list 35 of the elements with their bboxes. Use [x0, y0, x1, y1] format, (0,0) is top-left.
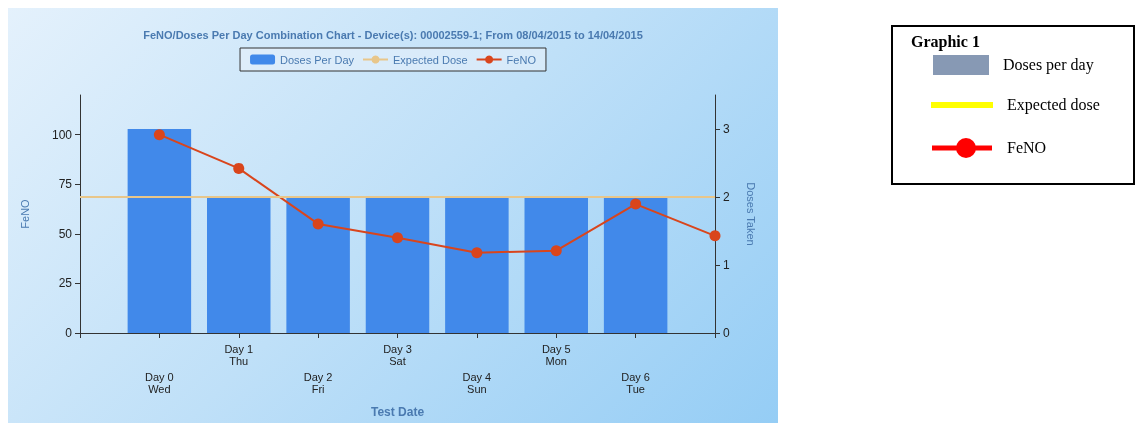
text: Doses per day — [1003, 56, 1094, 74]
chart-title: FeNO/Doses Per Day Combination Chart - Device(s): 00002559-1; From 08/04/2015 to 14/04/2015 — [143, 28, 643, 41]
point — [709, 230, 721, 242]
text: Expected dose — [1007, 96, 1100, 114]
y2-tick-label: 0 — [723, 326, 730, 340]
y2-axis-title: Doses Taken — [744, 182, 757, 246]
y2-tick-label: 3 — [723, 122, 730, 136]
y-tick-label: 75 — [58, 177, 73, 192]
point — [471, 247, 483, 259]
point — [153, 129, 165, 141]
y-tick-label: 25 — [58, 276, 73, 291]
point — [392, 232, 403, 244]
y-tick-label: 50 — [58, 226, 73, 241]
point — [630, 198, 642, 210]
legend-label: FeNO — [506, 53, 537, 66]
x-tick-label: Day 5 Mon — [541, 343, 571, 367]
y-tick-label: 100 — [51, 127, 73, 142]
y-tick-label: 0 — [65, 326, 73, 340]
legend-label: Expected Dose — [393, 53, 468, 66]
legend-label: Doses Per Day — [280, 53, 355, 66]
x-tick-label: Day 3 Sat — [383, 343, 412, 367]
x-tick-label: Day 0 Wed — [145, 371, 174, 395]
point — [233, 162, 245, 174]
y2-tick-label: 2 — [723, 190, 730, 204]
x-tick-label: Day 4 Sun — [462, 371, 492, 395]
x-tick-label: Day 2 Fri — [303, 371, 333, 395]
text: FeNO — [1007, 139, 1047, 157]
x-tick-label: Day 6 Tue — [621, 371, 650, 395]
y-axis-title: FeNO — [18, 198, 31, 229]
y2-tick-label: 1 — [723, 258, 730, 272]
point — [550, 245, 562, 257]
x-tick-label: Day 1 Thu — [224, 343, 254, 367]
point — [312, 218, 324, 230]
x-axis-title: Test Date — [370, 405, 425, 419]
text: Graphic 1 — [911, 33, 980, 51]
